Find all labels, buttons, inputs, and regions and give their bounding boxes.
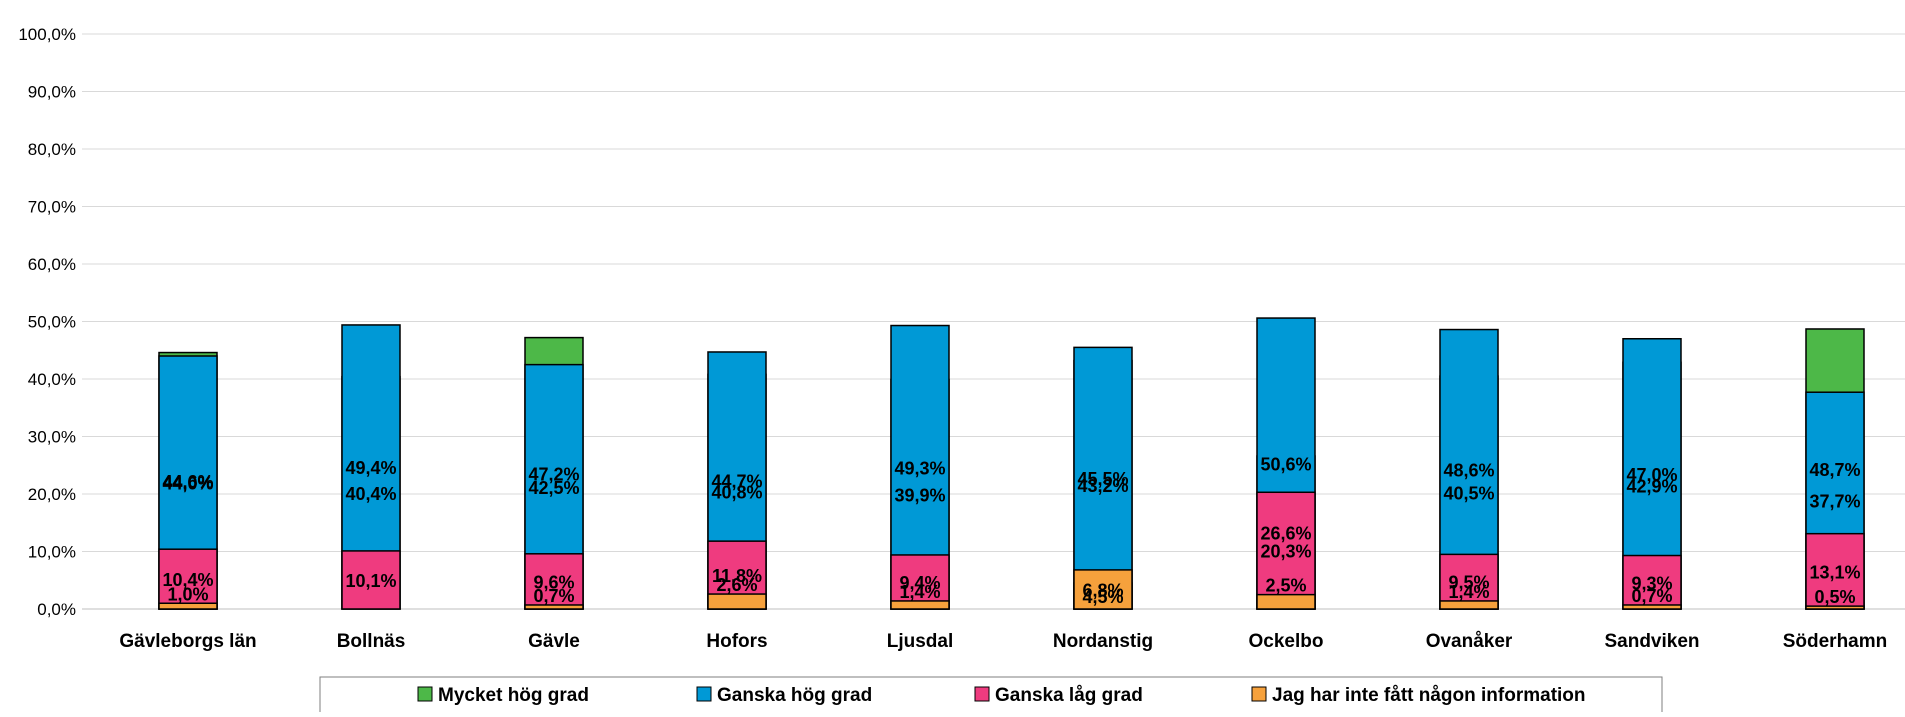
bar-segment: [1256, 593, 1316, 610]
data-label: 0,7%: [533, 586, 574, 606]
x-tick-label: Söderhamn: [1783, 631, 1888, 652]
data-label: 45,5%: [1077, 469, 1128, 489]
data-label: 43,2%: [1077, 476, 1128, 496]
y-tick-label: 40,0%: [28, 370, 76, 389]
x-tick-label: Hofors: [706, 631, 767, 652]
y-tick-label: 30,0%: [28, 428, 76, 447]
bar-segment: [1073, 346, 1133, 610]
data-label: 48,6%: [1443, 460, 1494, 480]
y-axis-tick-labels: 0,0% 10,0% 20,0% 30,0% 40,0% 50,0% 60,0% 70,0% 8…: [18, 25, 76, 619]
legend: Mycket hög grad Ganska hög grad Ganska låg…: [319, 676, 1663, 717]
data-label: 44,6%: [162, 472, 213, 492]
data-label: 48,7%: [1809, 460, 1860, 480]
legend-entry: Jag har inte fått någon information: [1272, 685, 1586, 706]
data-label: 11,8%: [712, 566, 762, 586]
x-tick-label: Bollnäs: [337, 631, 406, 652]
data-label: 6,8%: [1082, 580, 1123, 600]
data-label: 42,9%: [1626, 477, 1677, 497]
y-tick-label: 20,0%: [28, 485, 76, 504]
data-label: 42,5%: [528, 478, 579, 498]
bar-segment: [341, 550, 401, 610]
bar-segment: [1805, 532, 1865, 610]
data-label: 0,5%: [1814, 587, 1855, 607]
y-tick-label: 50,0%: [28, 313, 76, 332]
y-tick-label: 70,0%: [28, 198, 76, 217]
legend-entry: Ganska låg grad: [995, 685, 1143, 706]
data-label: 44,0%: [162, 474, 213, 494]
bars: [158, 317, 1865, 610]
legend-swatch: [696, 686, 712, 702]
bar-segment: [524, 553, 584, 610]
y-tick-label: 10,0%: [28, 543, 76, 562]
x-tick-label: Nordanstig: [1053, 631, 1153, 652]
data-label: 9,3%: [1631, 573, 1672, 593]
x-axis-tick-labels: Gävleborgs län Bollnäs Gävle Hofors Ljusdal N…: [119, 631, 1887, 652]
bar-segment: [1622, 604, 1682, 610]
legend-swatch: [417, 686, 433, 702]
data-label: 37,7%: [1809, 492, 1860, 512]
y-tick-label: 80,0%: [28, 140, 76, 159]
x-tick-label: Ockelbo: [1249, 631, 1324, 652]
data-label: 0,7%: [1631, 586, 1672, 606]
data-label: 40,4%: [345, 484, 396, 504]
data-label: 1,0%: [167, 584, 208, 604]
data-label: 9,6%: [533, 572, 574, 592]
y-tick-label: 60,0%: [28, 255, 76, 274]
bar-segment: [707, 593, 767, 610]
bar-segment: [524, 604, 584, 610]
data-label: 1,4%: [1448, 582, 1489, 602]
legend-swatch: [1251, 686, 1267, 702]
data-label: 2,5%: [1265, 576, 1306, 596]
data-label: 44,7%: [711, 471, 762, 491]
legend-entry: Ganska hög grad: [717, 685, 872, 706]
data-label: 9,4%: [899, 573, 940, 593]
bar-segment: [158, 602, 218, 610]
legend-entry: Mycket hög grad: [438, 685, 589, 706]
data-label: 49,3%: [894, 458, 945, 478]
data-label: 26,6%: [1260, 524, 1311, 544]
y-tick-label: 100,0%: [18, 25, 76, 44]
data-label: 2,6%: [716, 575, 757, 595]
data-label: 50,6%: [1260, 455, 1311, 475]
data-label: 47,0%: [1626, 465, 1677, 485]
data-label: 40,5%: [1443, 484, 1494, 504]
bar-segment: [1073, 569, 1133, 610]
x-tick-label: Ljusdal: [887, 631, 954, 652]
bar-segment: [1439, 600, 1499, 610]
data-label: 13,1%: [1809, 562, 1860, 582]
x-tick-label: Gävle: [528, 631, 580, 652]
bar-segment: [158, 548, 218, 610]
data-label: 4,5%: [1082, 587, 1123, 607]
data-label: 49,4%: [345, 458, 396, 478]
data-label: 47,2%: [528, 464, 579, 484]
data-labels: 44,6%44,0%10,4%1,0%40,4%49,4%10,1%47,2%4…: [162, 455, 1860, 608]
y-tick-label: 90,0%: [28, 83, 76, 102]
y-tick-label: 0,0%: [37, 600, 76, 619]
legend-swatch: [974, 686, 990, 702]
x-tick-label: Sandviken: [1604, 631, 1699, 652]
data-label: 10,4%: [162, 570, 213, 590]
legend-box: [319, 676, 1663, 717]
bar-segment: [1622, 554, 1682, 610]
data-label: 39,9%: [894, 485, 945, 505]
data-label: 1,4%: [899, 582, 940, 602]
bar-segment: [1805, 605, 1865, 610]
data-label: 40,8%: [711, 483, 762, 503]
data-label: 20,3%: [1260, 542, 1311, 562]
data-label: 10,1%: [345, 571, 396, 591]
bar-segment: [890, 600, 950, 610]
x-tick-label: Ovanåker: [1426, 631, 1513, 652]
x-tick-label: Gävleborgs län: [119, 631, 256, 652]
data-label: 9,5%: [1448, 573, 1489, 593]
